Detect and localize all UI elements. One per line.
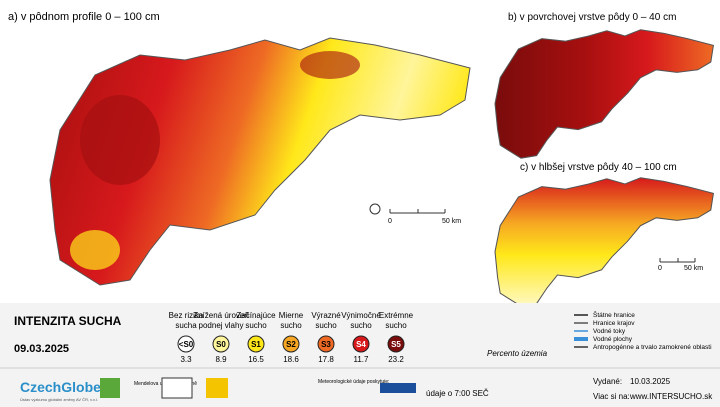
class-code: S3 — [321, 340, 331, 349]
logo-icon — [100, 378, 120, 398]
issued-label: Vydané: — [593, 377, 622, 386]
logo-sub: Ústav výzkumu globální změny AV ČR, v.v.… — [20, 397, 98, 402]
class-icon — [317, 335, 335, 353]
scale-label: 0 — [388, 218, 392, 225]
scale-label: 50 km — [684, 265, 703, 272]
class-name: Bez rizika sucha — [169, 311, 204, 330]
map-title: b) v povrchovej vrstve pôdy 0 – 40 cm — [508, 12, 676, 23]
class-code: S1 — [251, 340, 261, 349]
legend-item: Hranice krajov — [593, 320, 635, 327]
map-c — [494, 177, 714, 307]
scale-label: 50 km — [442, 218, 461, 225]
scale-bar — [659, 258, 696, 263]
scale-bar — [389, 209, 446, 214]
percent-label: Percento územia — [487, 349, 548, 358]
logo-icon — [380, 383, 416, 393]
class-code: S0 — [216, 340, 226, 349]
class-percent: 23.2 — [388, 355, 404, 364]
logo-icon — [161, 377, 193, 399]
map-title: a) v pôdnom profile 0 – 100 cm — [8, 11, 160, 23]
class-percent: 18.6 — [283, 355, 299, 364]
legend-item: Štátne hranice — [593, 310, 635, 319]
map-a — [49, 37, 471, 286]
class-name: Mierne sucho — [279, 311, 304, 330]
class-percent: 3.3 — [180, 355, 192, 364]
class-name: Výnimočné sucho — [341, 311, 381, 330]
class-icon — [177, 335, 195, 353]
class-icon — [352, 335, 370, 353]
logo-icon — [206, 378, 228, 398]
more-url[interactable]: www.INTERSUCHO.sk — [629, 392, 713, 401]
legend-item: Antropogénne a trvalo zamokrené oblasti — [593, 344, 712, 351]
legend-date: 09.03.2025 — [14, 343, 69, 355]
class-name: Začínajúce sucho — [236, 311, 276, 330]
issued: 10.03.2025 — [630, 377, 671, 386]
class-percent: 17.8 — [318, 355, 334, 364]
more-label: Viac si na: — [593, 392, 630, 401]
class-percent: 16.5 — [248, 355, 264, 364]
meteo: Meteorologické údaje poskytuje: — [318, 379, 389, 385]
scale-label: 0 — [658, 265, 662, 272]
class-icon — [247, 335, 265, 353]
class-percent: 8.9 — [215, 355, 227, 364]
class-code: S5 — [391, 340, 401, 349]
map-b — [494, 29, 714, 159]
class-code: S4 — [356, 340, 366, 349]
class-code: S2 — [286, 340, 296, 349]
class-icon — [282, 335, 300, 353]
class-icon — [387, 335, 405, 353]
legend-item: Vodné toky — [593, 328, 626, 335]
map-title: c) v hlbšej vrstve pôdy 40 – 100 cm — [520, 162, 677, 173]
class-icon — [212, 335, 230, 353]
legend-item: Vodné plochy — [593, 336, 633, 343]
logo: CzechGlobe — [20, 379, 101, 395]
class-name: Extrémne sucho — [379, 311, 414, 330]
class-name: Znížená úroveň podnej vlahy — [193, 311, 249, 330]
class-name: Výrazné sucho — [311, 311, 341, 330]
class-percent: 11.7 — [354, 355, 370, 364]
legend-title: INTENZITA SUCHA — [14, 314, 122, 328]
time: údaje o 7:00 SEČ — [426, 389, 489, 398]
class-legend: Bez rizika sucha <S0 3.3 Znížená úroveň podne… — [169, 311, 414, 364]
north-arrow — [369, 203, 381, 215]
class-code: <S0 — [179, 340, 194, 349]
